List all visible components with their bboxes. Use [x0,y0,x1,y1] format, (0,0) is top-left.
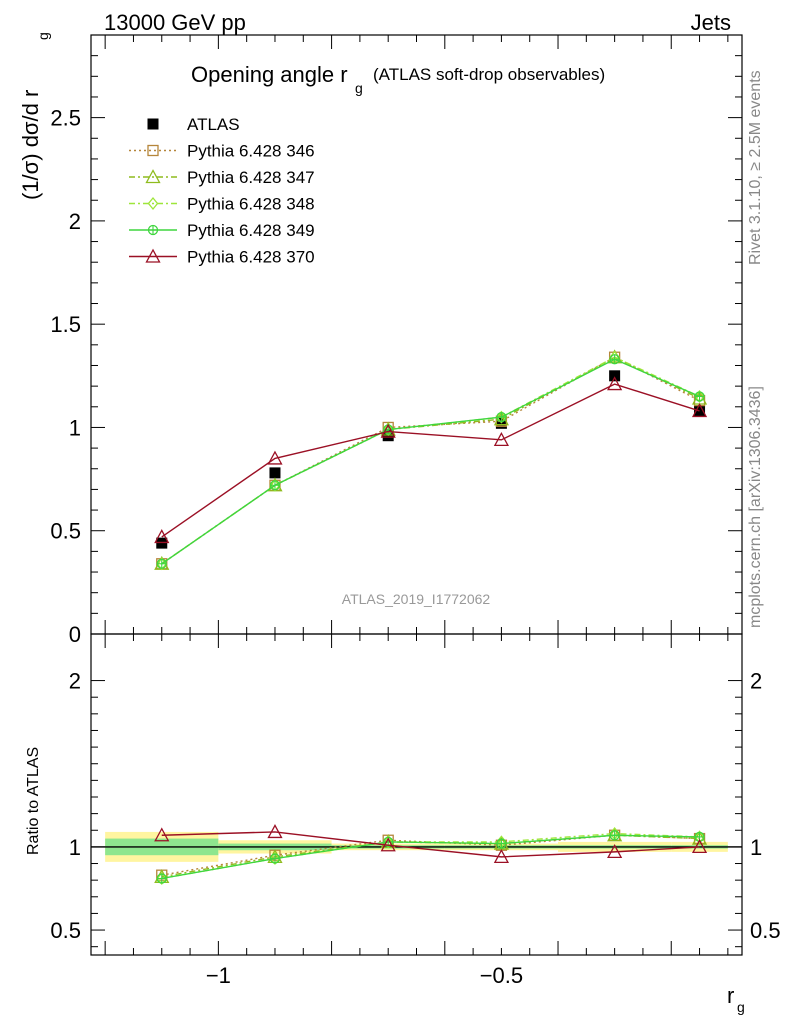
ratio-series-3 [156,830,705,884]
legend-entry-0: ATLAS [147,115,240,134]
ylabel-sub: g [35,32,51,40]
legend-label: Pythia 6.428 370 [187,248,315,267]
y-axis-label: (1/σ) dσ/d r g [18,32,51,200]
main-series-3 [156,350,705,571]
legend-label: Pythia 6.428 349 [187,221,315,240]
ratio-ytick-label-left: 1 [69,835,81,860]
xlabel-text: r [727,983,734,1008]
main-series-line [161,356,700,565]
analysis-id: ATLAS_2019_I1772062 [342,591,491,607]
ratio-series-point [607,844,623,859]
main-ytick-label: 1.5 [50,312,81,337]
legend-entry-4: Pythia 6.428 349 [129,221,315,240]
main-series-line [161,356,700,565]
legend-marker [145,248,161,263]
legend-marker [145,169,161,184]
main-series-point [607,376,623,391]
ratio-ytick-label-right: 2 [750,669,762,694]
ratio-series-line [161,831,700,858]
energy-label: 13000 GeV pp [104,10,246,35]
x-axis-label: r g [727,983,745,1015]
main-series-2 [154,349,708,570]
title-suffix: (ATLAS soft-drop observables) [373,65,605,84]
main-series-5 [154,376,708,544]
title-main: Opening angle r [191,62,348,87]
ratio-series-point [269,852,281,866]
ratio-series-2 [156,827,705,886]
ratio-series-point [691,839,708,854]
main-series-point [267,450,283,465]
xlabel-sub: g [737,999,745,1015]
process-label: Jets [691,10,731,35]
legend-entry-2: Pythia 6.428 347 [129,168,315,187]
main-series-point [691,403,708,418]
main-ytick-label: 2 [69,209,81,234]
main-series-0 [156,370,706,549]
ratio-series-point [493,849,510,864]
main-ytick-label-zero: 0 [69,622,81,647]
ratio-xtick-label: −1 [206,963,231,988]
ratio-series-point [267,824,283,839]
main-series-point [493,431,510,446]
ratio-series-4 [154,824,708,864]
main-series-point [382,422,394,437]
ratio-ytick-label-right: 1 [750,835,762,860]
ratio-series-point [380,837,396,852]
main-series-line [161,356,700,565]
ratio-xtick-label: −0.5 [480,963,523,988]
legend-label: ATLAS [187,115,240,134]
main-series-4 [156,354,705,569]
ratio-series-point [694,830,705,844]
main-title: Opening angle r g (ATLAS soft-drop obser… [191,62,605,96]
legend-entry-5: Pythia 6.428 370 [129,248,315,267]
main-series-point [154,529,170,544]
legend-label: Pythia 6.428 346 [187,142,315,161]
main-series-line [161,358,700,565]
ylabel-text: (1/σ) dσ/d r [18,90,43,200]
main-series-point [156,537,168,549]
ratio-plot: 0.5 0.5 1 1 2 2 −1 −0.5 [50,633,781,988]
legend-label: Pythia 6.428 347 [187,168,315,187]
main-ytick-label: 1 [69,415,81,440]
ratio-series-point [154,827,170,842]
ratio-series-1 [154,827,708,883]
legend-entry-3: Pythia 6.428 348 [129,195,315,214]
mcplots-label: mcplots.cern.ch [arXiv:1306.3436] [747,386,764,628]
legend-marker [147,144,159,157]
ratio-series-0 [156,829,706,881]
main-series-line [161,383,700,538]
ratio-ytick-label-right: 0.5 [750,918,781,943]
legend-entry-1: Pythia 6.428 346 [129,142,315,161]
title-sub: g [355,80,363,96]
ratio-y-label: Ratio to ATLAS [25,747,42,855]
ratio-series-point [382,835,394,849]
legend: ATLAS Pythia 6.428 346 Pythia 6.428 347 Pyt… [129,115,315,267]
ratio-series-line [161,834,700,880]
ratio-ytick-label-left: 2 [69,669,81,694]
main-ytick-label: 2.5 [50,106,81,131]
main-plot: 0.5 1 1.5 2 2.5 0 [50,34,743,647]
main-series-point [269,467,281,479]
ratio-ytick-label-left: 0.5 [50,918,81,943]
main-series-point [609,370,621,382]
legend-label: Pythia 6.428 348 [187,195,315,214]
legend-marker [147,118,159,130]
rivet-label: Rivet 3.1.10, ≥ 2.5M events [747,70,764,265]
ratio-series-point [156,871,168,886]
main-ytick-label: 0.5 [50,519,81,544]
legend-marker [147,196,159,211]
main-series-point [380,423,396,438]
ratio-frame [90,633,743,956]
main-series-1 [156,351,706,570]
